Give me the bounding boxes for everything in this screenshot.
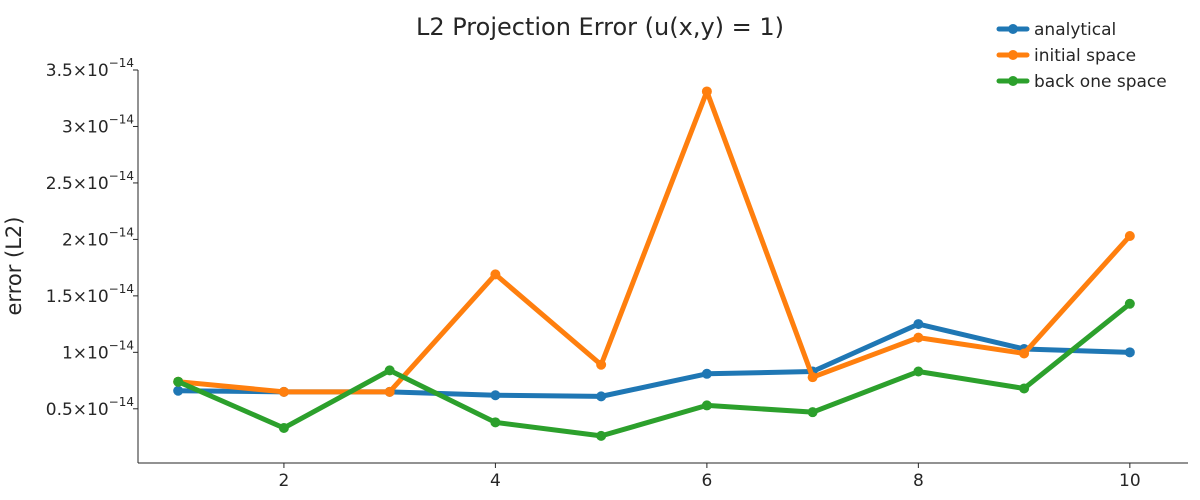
legend-marker (1008, 76, 1018, 86)
data-point (701, 400, 712, 411)
data-point (490, 269, 501, 280)
data-point (807, 407, 818, 418)
data-point (173, 376, 184, 387)
data-point (1019, 348, 1030, 359)
data-point (278, 422, 289, 433)
series-line (175, 88, 1133, 395)
legend-item: back one space (996, 72, 1167, 92)
x-tick-label: 8 (913, 471, 924, 491)
legend: analytical initial space back one space (996, 20, 1167, 92)
series-initial-space (173, 86, 1135, 397)
series-analytical (173, 319, 1135, 402)
data-point (701, 368, 712, 379)
data-point (490, 417, 501, 428)
y-tick-label: 1×10−14 (62, 338, 134, 363)
axes: 2 4 6 8 10 0.5×10−14 1×10−14 1.5×10−14 2×10−14 2.… (46, 56, 1188, 491)
legend-marker (1008, 24, 1018, 34)
data-point (384, 365, 395, 376)
data-point (596, 391, 607, 402)
y-tick-label: 2×10−14 (62, 225, 134, 250)
y-tick-label: 1.5×10−14 (46, 282, 134, 307)
data-point (913, 319, 924, 330)
data-point (596, 430, 607, 441)
x-tick-label: 2 (279, 471, 290, 491)
data-point (384, 386, 395, 397)
series-layer (173, 86, 1135, 441)
series-back-one-space (173, 298, 1135, 441)
x-tick-label: 4 (490, 471, 501, 491)
data-point (913, 366, 924, 377)
data-point (701, 86, 712, 97)
data-point (1124, 298, 1135, 309)
legend-label: initial space (1034, 46, 1136, 66)
x-tick-label: 10 (1119, 471, 1141, 491)
data-point (913, 332, 924, 343)
data-point (807, 372, 818, 383)
data-point (596, 359, 607, 370)
chart-title: L2 Projection Error (u(x,y) = 1) (416, 13, 784, 41)
legend-marker (1008, 50, 1018, 60)
legend-item: initial space (996, 46, 1136, 66)
y-axis-label: error (L2) (2, 217, 26, 316)
data-point (1124, 347, 1135, 358)
y-tick-label: 3.5×10−14 (46, 56, 134, 81)
data-point (278, 386, 289, 397)
legend-label: back one space (1034, 72, 1167, 92)
y-tick-label: 3×10−14 (62, 112, 134, 137)
data-point (490, 390, 501, 401)
x-tick-label: 6 (701, 471, 712, 491)
legend-item: analytical (996, 20, 1116, 40)
data-point (1124, 231, 1135, 242)
y-tick-label: 0.5×10−14 (46, 395, 134, 420)
data-point (1019, 383, 1030, 394)
series-line (175, 321, 1133, 399)
data-point (173, 385, 184, 396)
legend-label: analytical (1034, 20, 1116, 40)
series-line (175, 301, 1133, 439)
y-tick-label: 2.5×10−14 (46, 169, 134, 194)
